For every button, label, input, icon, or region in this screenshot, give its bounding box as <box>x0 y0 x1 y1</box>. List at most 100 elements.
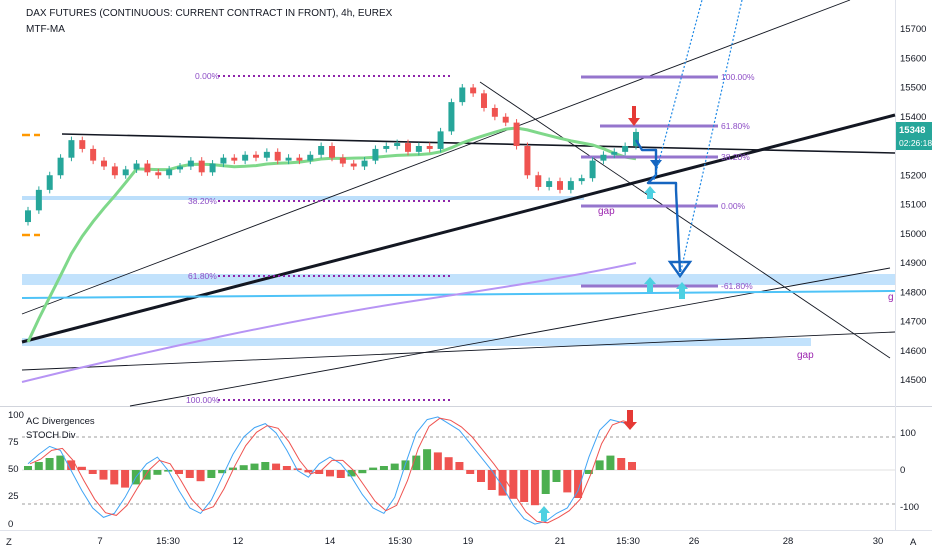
histogram-bar <box>347 470 356 477</box>
price-badge-bg <box>896 122 932 150</box>
cyan-up-arrow-osc <box>538 506 550 521</box>
candle-body <box>350 163 357 167</box>
histogram-bar <box>261 462 270 470</box>
osc-right-axis: 100 0 -100 <box>900 428 919 513</box>
fib-left-label-38: 38.20% <box>188 196 217 206</box>
histogram-bar <box>45 458 54 470</box>
time-tick-label: 15:30 <box>616 536 640 547</box>
price-tick-label: 14700 <box>900 317 926 328</box>
histogram-bar <box>574 470 583 498</box>
histogram-bar <box>358 470 367 474</box>
histogram-bar <box>498 470 507 496</box>
candle-body <box>209 163 216 173</box>
osc-left-tick: 75 <box>8 437 19 448</box>
time-tick-label: 28 <box>783 536 794 547</box>
candle-body <box>405 143 411 152</box>
indicator-name: MTF-MA <box>26 24 65 35</box>
ma-purple-line <box>21 262 637 383</box>
candle-body <box>459 87 466 103</box>
candle-body <box>187 160 194 167</box>
candle-body <box>296 157 303 161</box>
histogram-bar <box>56 455 65 470</box>
main-trendline <box>21 113 896 344</box>
histogram-bar <box>282 466 291 470</box>
histogram-bar <box>88 470 97 474</box>
candle-body <box>68 140 75 158</box>
stoch-d-line <box>29 417 635 524</box>
price-tick-label: 14900 <box>900 258 926 269</box>
histogram-bar <box>272 463 281 470</box>
candle-body <box>546 181 553 187</box>
candle-body <box>448 102 455 132</box>
candle-body <box>318 146 325 155</box>
candle-body <box>90 148 97 161</box>
candle-body <box>535 175 542 187</box>
oscillator-pane[interactable]: 100 75 50 25 0 100 0 -100 <box>8 410 919 530</box>
candle-body <box>491 107 498 117</box>
candle-body <box>394 143 401 146</box>
histogram-bar <box>595 460 604 470</box>
candle-body <box>122 169 129 176</box>
candle-body <box>263 151 270 158</box>
lower-support-line <box>21 331 896 371</box>
candle-body <box>46 175 53 190</box>
osc-left-tick: 50 <box>8 464 19 475</box>
price-badge-value: 15348 <box>899 125 925 136</box>
projection-arrow-head-1 <box>650 160 662 168</box>
candle-body <box>426 146 433 149</box>
lower-channel-line <box>129 267 891 407</box>
ac-histogram <box>24 449 636 506</box>
osc-right-tick: 100 <box>900 428 916 439</box>
histogram-bar <box>250 463 259 470</box>
histogram-bar <box>423 449 432 470</box>
corner-left-letter[interactable]: Z <box>6 537 12 548</box>
candle-body <box>220 157 227 164</box>
price-axis[interactable]: 1570015600155001540015300152001510015000… <box>900 24 926 386</box>
zone-14620 <box>22 338 811 346</box>
histogram-bar <box>67 460 76 470</box>
candle-body <box>578 178 585 182</box>
histogram-bar <box>552 470 561 482</box>
price-tick-label: 15200 <box>900 170 926 181</box>
candle-body <box>633 131 639 146</box>
candle-body <box>329 146 335 158</box>
candle-body <box>470 87 477 94</box>
upper-channel-line <box>21 0 851 315</box>
histogram-bar <box>142 470 151 480</box>
histogram-bar <box>628 462 636 470</box>
descending-line <box>479 81 891 359</box>
fib-right-label-0: 0.00% <box>721 201 746 211</box>
histogram-bar <box>207 470 216 478</box>
histogram-bar <box>509 470 518 499</box>
candle-body <box>600 154 607 161</box>
osc-right-tick: 0 <box>900 465 905 476</box>
histogram-bar <box>455 462 464 470</box>
price-tick-label: 15400 <box>900 112 926 123</box>
candle-body <box>79 140 86 149</box>
price-tick-label: 15600 <box>900 53 926 64</box>
zone-15120 <box>22 196 584 200</box>
fib-left-levels: 0.00% 38.20% 61.80% 100.00% <box>186 71 452 405</box>
corner-right-letter[interactable]: A <box>910 537 917 548</box>
candle-body <box>513 122 520 146</box>
candle-body <box>155 172 162 176</box>
time-tick-label: 30 <box>873 536 884 547</box>
fib-left-label-61: 61.80% <box>188 271 217 281</box>
fib-right-label-61: 61.80% <box>721 121 750 131</box>
gap-label-edge: g <box>888 292 894 303</box>
candle-body <box>481 93 487 108</box>
histogram-bar <box>606 455 615 470</box>
fib-right-label-minus61: -61.80% <box>721 281 753 291</box>
osc-label-ac: AC Divergences <box>26 416 95 427</box>
histogram-bar <box>153 470 162 475</box>
candle-body <box>177 166 183 170</box>
price-tick-label: 15000 <box>900 229 926 240</box>
histogram-bar <box>369 467 378 470</box>
candle-body <box>415 146 422 152</box>
histogram-bar <box>110 470 119 485</box>
candle-body <box>361 160 368 167</box>
time-axis[interactable]: 7 15:30 12 14 15:30 19 21 15:30 26 28 30 <box>97 536 883 547</box>
osc-left-axis: 100 75 50 25 0 <box>8 410 24 530</box>
time-tick-label: 7 <box>97 536 102 547</box>
